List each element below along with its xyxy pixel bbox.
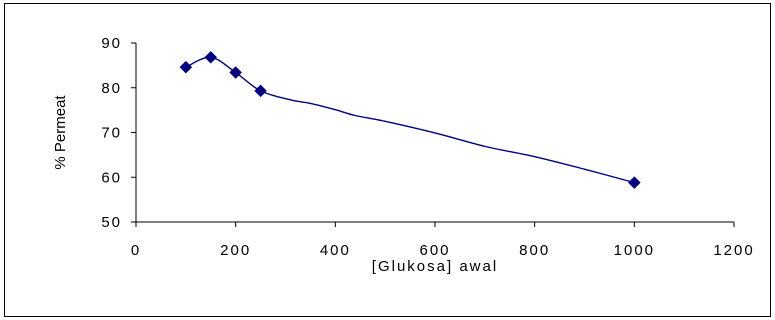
y-tick-label: 60	[101, 169, 122, 186]
chart-frame	[4, 3, 771, 317]
x-axis-label: [Glukosa] awal	[372, 258, 498, 275]
data-point-marker	[179, 60, 193, 74]
y-tick-label: 50	[101, 214, 122, 231]
y-axis-label: % Permeat	[52, 95, 69, 170]
x-tick-label: 1000	[614, 242, 655, 259]
x-tick-label: 600	[419, 242, 450, 259]
plot-area	[179, 50, 641, 189]
data-point-marker	[229, 66, 243, 79]
x-tick-label: 1200	[713, 242, 754, 259]
x-tick-labels: 0 200 400 600 800 1000 1200	[131, 242, 754, 259]
data-point-marker	[204, 50, 218, 64]
x-tick-label: 200	[220, 242, 251, 259]
data-point-marker	[627, 176, 641, 189]
x-tick-label: 800	[519, 242, 550, 259]
axes	[131, 42, 735, 227]
y-tick-label: 90	[101, 35, 122, 52]
y-tick-labels: 50 60 70 80 90	[101, 35, 122, 231]
x-tick-label: 400	[320, 242, 351, 259]
data-point-marker	[254, 84, 267, 98]
y-tick-label: 70	[101, 125, 122, 142]
y-tick-label: 80	[101, 80, 122, 97]
x-tick-label: 0	[131, 242, 141, 259]
series-line	[185, 56, 635, 184]
